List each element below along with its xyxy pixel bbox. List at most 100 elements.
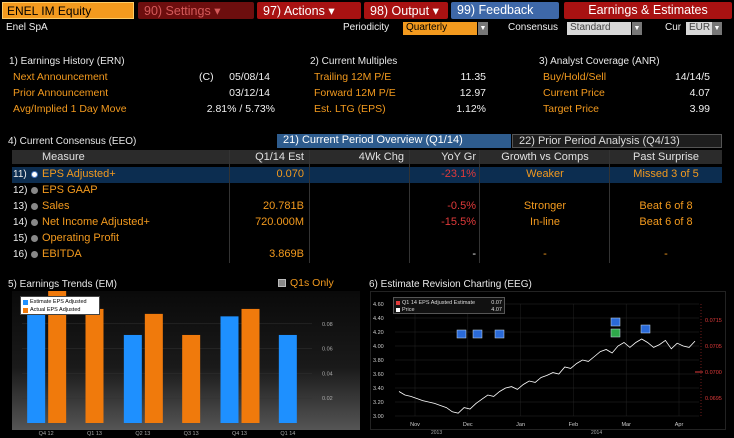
row-number: 12) — [13, 185, 28, 196]
current-consensus-title[interactable]: 4) Current Consensus (EEO) — [8, 136, 137, 147]
table-row[interactable]: 14) Net Income Adjusted+ 720.000M -15.5% In-… — [12, 215, 722, 231]
row-growth: Weaker — [526, 168, 564, 180]
table-row[interactable]: 13) Sales 20.781B -0.5% Stronger Beat 6 of 8 — [12, 199, 722, 215]
earnings-trends-title[interactable]: 5) Earnings Trends (EM) — [8, 279, 117, 290]
row-radio-icon[interactable] — [31, 203, 38, 210]
chevron-down-icon: ▾ — [328, 4, 335, 18]
column-divider — [609, 150, 610, 263]
consensus-select[interactable]: Standard — [567, 22, 631, 35]
row-radio-icon[interactable] — [31, 171, 38, 178]
actions-button[interactable]: 97) Actions ▾ — [257, 2, 361, 19]
chevron-down-icon[interactable]: ▼ — [632, 22, 642, 35]
row-measure[interactable]: EPS GAAP — [42, 184, 98, 196]
currency-select[interactable]: EUR — [686, 22, 712, 35]
legend-price-value: 4.07 — [491, 306, 502, 313]
buy-hold-sell-label: Buy/Hold/Sell — [543, 71, 607, 83]
feedback-button[interactable]: 99) Feedback — [451, 2, 559, 19]
bar-estimate — [27, 305, 46, 423]
row-est: 3.869B — [269, 248, 304, 260]
row-measure[interactable]: EPS Adjusted+ — [42, 168, 116, 180]
ticker-field[interactable]: ENEL IM Equity — [2, 2, 134, 19]
column-divider — [409, 150, 410, 263]
left-tick-label: 3.60 — [373, 372, 384, 378]
row-measure[interactable]: EBITDA — [42, 248, 82, 260]
row-yoy: -0.5% — [447, 200, 476, 212]
row-surprise: Missed 3 of 5 — [633, 168, 699, 180]
x-tick-label: Dec — [463, 422, 473, 428]
row-est: 0.070 — [276, 168, 304, 180]
col-measure[interactable]: Measure — [42, 151, 85, 163]
tab-current-period[interactable]: 21) Current Period Overview (Q1/14) — [277, 134, 511, 148]
col-yoy-gr[interactable]: YoY Gr — [441, 151, 476, 163]
x-tick-label: Q1 14 — [280, 431, 295, 437]
avg-implied-move-value: 2.81% / 5.73% — [206, 103, 275, 115]
settings-row: Enel SpA Periodicity Quarterly ▼ Consens… — [0, 21, 734, 36]
chevron-down-icon[interactable]: ▼ — [478, 22, 488, 35]
bar-estimate — [220, 316, 239, 423]
row-radio-icon[interactable] — [31, 251, 38, 258]
table-row[interactable]: 12) EPS GAAP — [12, 183, 722, 199]
q1s-only-checkbox[interactable] — [278, 279, 286, 287]
row-radio-icon[interactable] — [31, 187, 38, 194]
x-tick-label: Apr — [675, 422, 684, 428]
row-radio-icon[interactable] — [31, 219, 38, 226]
prior-announcement-value: 03/12/14 — [229, 87, 270, 99]
x-tick-label: Q3 13 — [184, 431, 199, 437]
bar-estimate — [123, 334, 142, 423]
legend-price-label: Price — [402, 306, 415, 313]
row-number: 15) — [13, 233, 28, 244]
tab-prior-period[interactable]: 22) Prior Period Analysis (Q4/13) — [512, 134, 722, 148]
next-announcement-value: 05/08/14 — [229, 71, 270, 83]
row-growth: Stronger — [523, 200, 567, 212]
current-price-label: Current Price — [543, 87, 605, 99]
table-row[interactable]: 11) EPS Adjusted+ 0.070 -23.1% Weaker Missed … — [12, 167, 722, 183]
col-4wk-chg[interactable]: 4Wk Chg — [358, 151, 404, 163]
col-past-surprise[interactable]: Past Surprise — [632, 151, 700, 163]
revision-chart-title[interactable]: 6) Estimate Revision Charting (EEG) — [369, 279, 532, 290]
estimate-swatch — [396, 300, 400, 305]
col-est[interactable]: Q1/14 Est — [255, 151, 304, 163]
revision-marker-icon — [610, 317, 621, 327]
right-tick-label: 0.0705 — [705, 344, 722, 350]
price-line — [398, 338, 696, 414]
table-row[interactable]: 16) EBITDA 3.869B - - - — [12, 247, 722, 263]
row-radio-icon[interactable] — [31, 235, 38, 242]
legend-estimate-value: 0.07 — [491, 299, 502, 306]
current-price-value: 4.07 — [689, 87, 710, 99]
settings-button[interactable]: 90) Settings ▾ — [138, 2, 254, 19]
bar-actual — [144, 313, 163, 423]
trailing-pe-label: Trailing 12M P/E — [314, 71, 392, 83]
table-row[interactable]: 15) Operating Profit — [12, 231, 722, 247]
y-tick-label: 0.04 — [322, 371, 333, 377]
revision-marker-icon — [494, 329, 505, 339]
row-measure[interactable]: Sales — [42, 200, 70, 212]
x-tick-label: Nov — [410, 422, 420, 428]
bar-actual — [182, 334, 201, 423]
output-button[interactable]: 98) Output ▾ — [364, 2, 448, 19]
earnings-history-title[interactable]: 1) Earnings History (ERN) — [9, 56, 125, 67]
x-tick-label: Q2 13 — [135, 431, 150, 437]
row-measure[interactable]: Net Income Adjusted+ — [42, 216, 150, 228]
periodicity-select[interactable]: Quarterly — [403, 22, 477, 35]
forward-pe-value: 12.97 — [459, 87, 486, 99]
trailing-pe-value: 11.35 — [460, 71, 487, 83]
next-announcement-label: Next Announcement — [13, 71, 108, 83]
chevron-down-icon: ▾ — [432, 4, 439, 18]
chevron-down-icon[interactable]: ▼ — [712, 22, 722, 35]
earnings-estimates-title: Earnings & Estimates — [564, 2, 732, 19]
output-label: 98) Output — [370, 4, 430, 18]
settings-label: 90) Settings — [144, 4, 211, 18]
analyst-coverage-title[interactable]: 3) Analyst Coverage (ANR) — [539, 56, 660, 67]
revision-marker-icon — [610, 328, 621, 338]
actions-label: 97) Actions — [263, 4, 325, 18]
q1s-only-label: Q1s Only — [290, 277, 334, 289]
col-growth-vs-comps[interactable]: Growth vs Comps — [501, 151, 589, 163]
x-tick-label: Feb — [569, 422, 578, 428]
target-price-label: Target Price — [543, 103, 600, 115]
est-ltg-label: Est. LTG (EPS) — [314, 103, 386, 115]
bar-actual — [241, 308, 260, 423]
row-measure[interactable]: Operating Profit — [42, 232, 120, 244]
year-label: 2014 — [591, 430, 602, 436]
forward-pe-label: Forward 12M P/E — [314, 87, 396, 99]
row-surprise: - — [664, 248, 668, 260]
